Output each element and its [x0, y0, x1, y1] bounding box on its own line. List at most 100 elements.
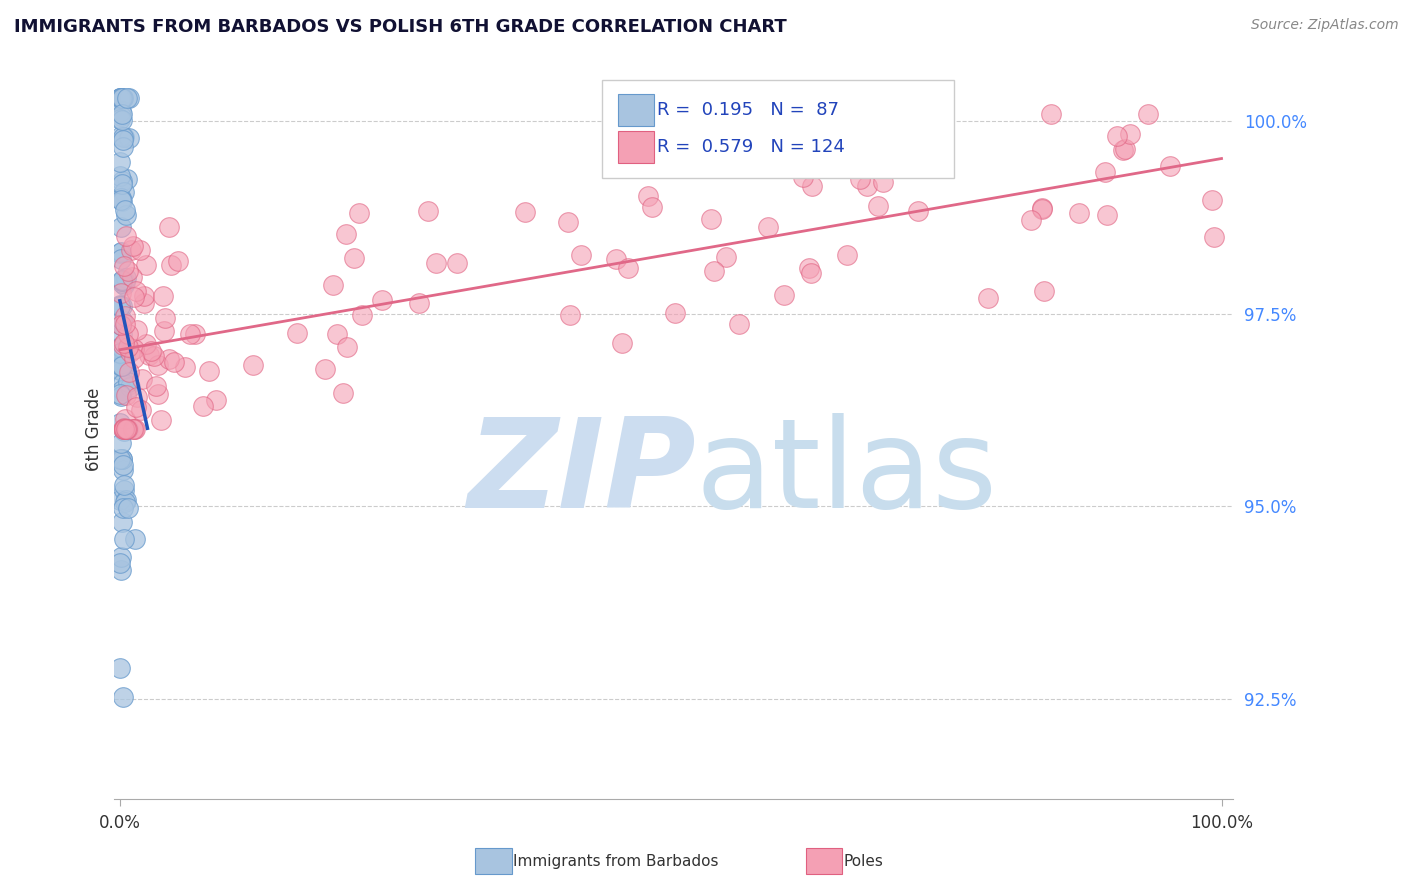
Point	[111, 338, 134, 352]
Point	[134, 289, 156, 303]
Point	[112, 91, 135, 105]
Point	[110, 190, 132, 204]
Point	[110, 252, 132, 266]
Point	[197, 364, 219, 378]
Point	[1032, 284, 1054, 298]
Point	[111, 500, 134, 515]
Point	[108, 112, 131, 126]
Point	[135, 258, 157, 272]
Point	[110, 318, 132, 333]
Point	[335, 227, 357, 242]
Point	[163, 355, 186, 369]
Point	[617, 260, 640, 275]
Point	[110, 274, 132, 288]
Point	[569, 247, 592, 261]
Point	[120, 379, 142, 393]
Point	[110, 661, 132, 675]
Point	[111, 113, 134, 128]
Point	[125, 400, 148, 414]
Point	[112, 483, 135, 497]
Point	[112, 259, 135, 273]
Point	[112, 477, 135, 491]
Point	[110, 318, 132, 333]
Point	[114, 422, 136, 436]
Point	[111, 91, 134, 105]
Point	[111, 277, 134, 291]
Point	[108, 451, 131, 466]
Point	[1095, 208, 1118, 222]
Point	[638, 153, 661, 167]
Point	[131, 372, 153, 386]
Point	[108, 386, 131, 401]
Point	[115, 172, 138, 186]
Point	[115, 91, 138, 105]
Point	[115, 271, 138, 285]
Point	[1031, 201, 1053, 215]
Point	[117, 375, 139, 389]
Point	[111, 462, 134, 476]
Point	[1202, 229, 1225, 244]
Point	[285, 326, 308, 340]
Text: R =  0.579   N = 124: R = 0.579 N = 124	[657, 138, 845, 156]
Point	[1119, 127, 1142, 141]
Point	[112, 424, 135, 438]
Point	[157, 220, 180, 235]
Point	[797, 261, 820, 276]
Point	[111, 133, 134, 147]
Point	[112, 422, 135, 436]
Point	[728, 317, 751, 331]
Point	[112, 532, 135, 546]
Point	[112, 185, 135, 199]
Point	[121, 269, 143, 284]
Point	[141, 343, 163, 358]
Point	[138, 348, 160, 362]
Point	[118, 131, 141, 145]
Point	[125, 390, 148, 404]
Text: ZIP: ZIP	[467, 413, 696, 534]
Point	[111, 376, 134, 391]
Point	[1159, 159, 1181, 173]
Point	[122, 422, 145, 436]
Point	[110, 219, 132, 234]
Point	[664, 306, 686, 320]
Point	[637, 189, 659, 203]
Point	[703, 264, 725, 278]
Point	[191, 400, 214, 414]
Point	[110, 91, 132, 105]
Point	[110, 244, 132, 259]
Point	[557, 215, 579, 229]
Point	[110, 103, 132, 118]
Point	[157, 352, 180, 367]
Point	[135, 337, 157, 351]
Point	[120, 243, 142, 257]
Point	[112, 335, 135, 350]
Point	[117, 263, 139, 277]
Point	[112, 130, 135, 145]
Point	[124, 532, 146, 546]
Point	[641, 200, 664, 214]
Point	[110, 285, 132, 300]
Point	[110, 452, 132, 467]
Point	[792, 169, 814, 184]
Point	[110, 346, 132, 360]
Point	[111, 174, 134, 188]
Point	[1201, 193, 1223, 207]
Point	[111, 312, 134, 326]
Point	[122, 351, 145, 366]
Point	[110, 273, 132, 287]
Point	[111, 452, 134, 467]
Point	[336, 340, 359, 354]
Point	[111, 139, 134, 153]
Point	[121, 239, 143, 253]
Point	[446, 256, 468, 270]
Point	[111, 364, 134, 378]
Point	[425, 256, 447, 270]
Point	[112, 277, 135, 292]
Point	[801, 178, 824, 193]
Point	[111, 327, 134, 342]
Point	[150, 413, 173, 427]
Point	[110, 193, 132, 207]
Point	[1114, 142, 1136, 156]
Point	[114, 411, 136, 425]
Point	[110, 550, 132, 565]
